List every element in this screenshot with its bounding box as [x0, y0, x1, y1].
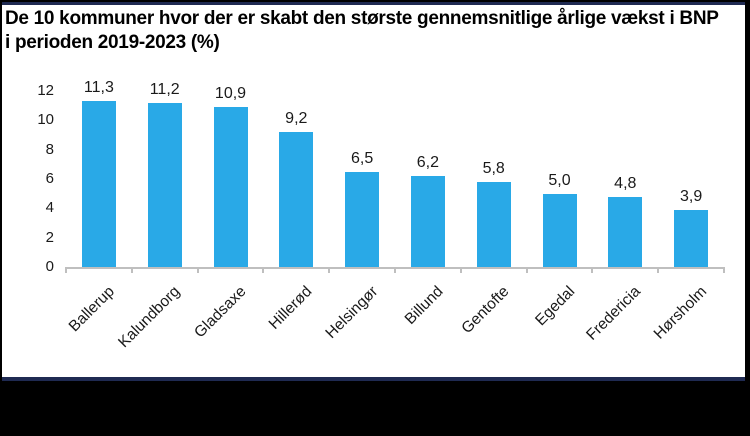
- x-axis-tick-mark: [591, 267, 594, 273]
- x-axis-tick-mark: [459, 267, 462, 273]
- y-axis-tick-label: 10: [37, 111, 54, 129]
- x-axis-tick-mark: [262, 267, 265, 273]
- bar: [279, 132, 314, 267]
- footer-black-band: [0, 381, 750, 436]
- y-axis-tick-label: 4: [45, 199, 54, 217]
- bar: [608, 196, 643, 267]
- bar: [674, 209, 709, 267]
- chart-title: De 10 kommuner hvor der er skabt den stø…: [5, 8, 719, 53]
- bar: [147, 102, 182, 267]
- x-axis-category-label: Gladsaxe: [191, 283, 250, 342]
- bar-value-label: 11,2: [149, 80, 180, 98]
- x-axis-category-label: Gentofte: [458, 283, 513, 338]
- bar-value-label: 3,9: [679, 187, 703, 205]
- chart-background: De 10 kommuner hvor der er skabt den stø…: [2, 5, 745, 377]
- x-axis-category-label: Ballerup: [65, 283, 118, 336]
- bar: [345, 171, 380, 267]
- bar: [542, 193, 577, 267]
- x-axis-category-label: Kalundborg: [115, 283, 184, 352]
- bottom-navy-divider: [2, 377, 745, 381]
- bar-value-label: 11,3: [83, 79, 114, 97]
- bar-value-label: 6,5: [350, 149, 374, 167]
- x-axis-tick-mark: [65, 267, 67, 273]
- y-axis-tick-label: 12: [37, 82, 54, 100]
- x-axis-tick-mark: [657, 267, 660, 273]
- x-axis-category-label: Fredericia: [583, 283, 645, 344]
- top-navy-divider: [2, 2, 745, 5]
- x-axis-tick-mark: [130, 267, 133, 273]
- y-axis-tick-label: 8: [45, 140, 54, 158]
- x-axis-tick-mark: [196, 267, 199, 273]
- y-axis-tick-label: 6: [45, 170, 54, 188]
- x-axis-tick-mark: [525, 267, 528, 273]
- bar: [476, 181, 511, 267]
- bar-value-label: 10,9: [214, 85, 247, 103]
- x-axis-category-label: Egedal: [532, 283, 579, 330]
- x-axis-tick-mark: [394, 267, 396, 273]
- bar-value-label: 5,8: [482, 159, 505, 177]
- x-axis-category-label: Hillerød: [265, 283, 316, 333]
- x-axis-tick-mark: [328, 267, 331, 273]
- plot-area: 0 2 4 6 8 10 12 11,3 Ballerup 11,2 Kalundborg 10,9 G…: [2, 5, 745, 377]
- bar-value-label: 5,0: [548, 171, 571, 189]
- bar: [410, 176, 445, 267]
- y-axis-tick-label: 0: [45, 258, 54, 275]
- bar: [81, 101, 116, 267]
- x-axis-category-label: Hørsholm: [650, 283, 711, 343]
- y-axis-tick-label: 2: [45, 228, 54, 246]
- bar-value-label: 6,2: [416, 154, 440, 172]
- x-axis-category-label: Billund: [402, 283, 447, 328]
- bar-value-label: 9,2: [285, 110, 308, 128]
- x-axis-tick-mark: [723, 267, 725, 273]
- bar-value-label: 4,8: [614, 174, 637, 192]
- bar: [213, 107, 248, 267]
- x-axis-category-label: Helsingør: [322, 283, 382, 342]
